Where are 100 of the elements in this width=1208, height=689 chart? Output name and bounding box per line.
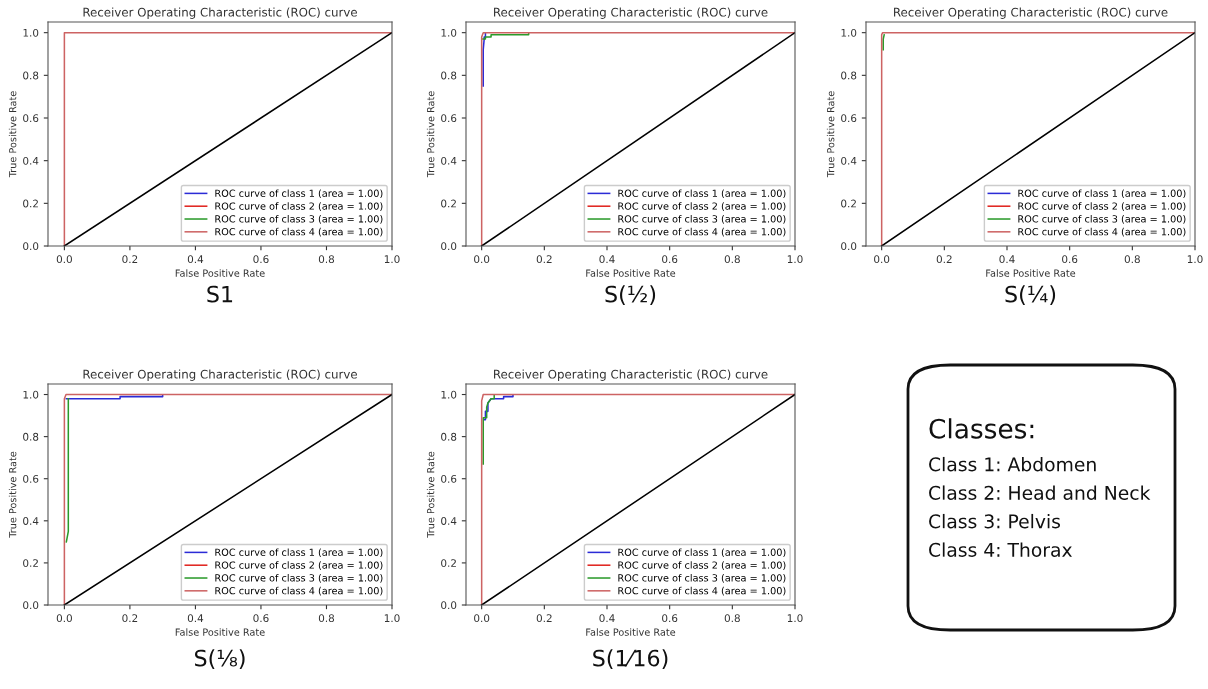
y-tick-label: 0.8 bbox=[441, 432, 457, 441]
legend-label: ROC curve of class 2 (area = 1.00) bbox=[215, 561, 383, 570]
x-tick-label: 1.0 bbox=[384, 614, 400, 623]
line-series bbox=[482, 31, 487, 87]
x-tick-label: 1.0 bbox=[787, 614, 803, 623]
y-tick-label: 0.2 bbox=[441, 559, 456, 568]
legend-label: ROC curve of class 3 (area = 1.00) bbox=[618, 215, 786, 224]
x-tick-label: 0.2 bbox=[536, 255, 552, 264]
text: Class 1: Abdomen bbox=[929, 456, 1096, 472]
chart-title: Receiver Operating Characteristic (ROC) curve bbox=[494, 7, 768, 19]
text: Class 4: Thorax bbox=[929, 542, 1072, 557]
legend-label: ROC curve of class 4 (area = 1.00) bbox=[1018, 227, 1186, 237]
x-tick-label: 0.0 bbox=[56, 255, 72, 264]
y-tick-label: 0.8 bbox=[841, 71, 857, 80]
y-tick-label: 0.2 bbox=[23, 559, 38, 568]
x-axis-title: False Positive Rate bbox=[175, 269, 265, 277]
y-tick-label: 0.0 bbox=[23, 242, 39, 251]
line-series bbox=[482, 394, 495, 465]
legend-label: ROC curve of class 2 (area = 1.00) bbox=[215, 202, 383, 211]
legend-label: ROC curve of class 1 (area = 1.00) bbox=[618, 548, 786, 558]
y-tick-label: 0.8 bbox=[23, 71, 39, 80]
x-tick-label: 0.6 bbox=[1062, 255, 1078, 264]
x-tick-label: 0.2 bbox=[122, 614, 138, 623]
x-tick-label: 0.2 bbox=[122, 255, 138, 264]
chart-title: Receiver Operating Characteristic (ROC) curve bbox=[83, 7, 357, 19]
y-tick-label: 0.6 bbox=[441, 114, 457, 123]
x-tick-label: 0.2 bbox=[536, 614, 552, 623]
y-tick-label: 1.0 bbox=[441, 390, 457, 399]
x-tick-label: 1.0 bbox=[1187, 255, 1203, 264]
y-axis-title: True Positive Rate bbox=[8, 91, 17, 178]
text: Class 2: Head and Neck bbox=[929, 485, 1151, 500]
x-tick-label: 0.8 bbox=[318, 614, 335, 623]
text: S(1⁄16) bbox=[593, 649, 668, 670]
x-tick-label: 0.4 bbox=[599, 614, 615, 623]
x-axis-title: False Positive Rate bbox=[586, 628, 676, 636]
legend-label: ROC curve of class 2 (area = 1.00) bbox=[618, 202, 786, 211]
x-tick-label: 0.0 bbox=[474, 614, 490, 623]
y-tick-label: 0.4 bbox=[23, 517, 39, 525]
y-tick-label: 0.0 bbox=[841, 242, 857, 251]
x-tick-label: 0.4 bbox=[599, 255, 615, 264]
y-tick-label: 1.0 bbox=[23, 28, 39, 37]
y-tick-label: 0.0 bbox=[23, 601, 39, 610]
x-tick-label: 0.2 bbox=[936, 255, 952, 264]
y-tick-label: 0.8 bbox=[23, 432, 39, 441]
chart-title: Receiver Operating Characteristic (ROC) curve bbox=[83, 369, 357, 381]
y-tick-label: 0.2 bbox=[23, 199, 38, 208]
text: S(½) bbox=[605, 285, 656, 306]
y-tick-label: 0.6 bbox=[23, 114, 39, 123]
x-axis-title: False Positive Rate bbox=[586, 269, 676, 277]
x-tick-label: 0.8 bbox=[1124, 255, 1140, 264]
y-tick-label: 0.6 bbox=[441, 474, 457, 483]
x-tick-label: 0.6 bbox=[253, 614, 269, 623]
y-tick-label: 1.0 bbox=[23, 390, 39, 399]
x-axis-title: False Positive Rate bbox=[986, 269, 1076, 277]
y-tick-label: 0.0 bbox=[441, 242, 457, 251]
x-tick-label: 0.4 bbox=[187, 255, 204, 264]
text: S(⅛) bbox=[194, 649, 245, 670]
y-tick-label: 0.4 bbox=[23, 156, 39, 165]
text: S1 bbox=[207, 285, 233, 303]
y-tick-label: 0.8 bbox=[441, 71, 457, 80]
legend-label: ROC curve of class 4 (area = 1.00) bbox=[618, 227, 786, 237]
legend-label: ROC curve of class 3 (area = 1.00) bbox=[618, 574, 786, 583]
x-tick-label: 0.4 bbox=[187, 614, 204, 623]
x-tick-label: 0.6 bbox=[662, 255, 678, 264]
x-tick-label: 0.8 bbox=[318, 255, 335, 264]
text: Class 3: Pelvis bbox=[929, 513, 1061, 529]
y-tick-label: 0.6 bbox=[841, 114, 857, 123]
legend-label: ROC curve of class 1 (area = 1.00) bbox=[1018, 189, 1186, 199]
x-tick-label: 0.4 bbox=[999, 255, 1015, 264]
x-tick-label: 0.0 bbox=[874, 255, 890, 264]
legend-label: ROC curve of class 1 (area = 1.00) bbox=[215, 189, 383, 199]
y-tick-label: 0.2 bbox=[841, 199, 856, 208]
x-tick-label: 1.0 bbox=[787, 255, 803, 264]
chart-title: Receiver Operating Characteristic (ROC) curve bbox=[894, 7, 1168, 19]
chart-title: Receiver Operating Characteristic (ROC) curve bbox=[494, 369, 768, 381]
y-axis-title: True Positive Rate bbox=[426, 91, 435, 178]
legend-label: ROC curve of class 4 (area = 1.00) bbox=[618, 586, 786, 596]
legend-label: ROC curve of class 1 (area = 1.00) bbox=[215, 548, 383, 558]
text: Classes: bbox=[929, 418, 1034, 439]
y-tick-label: 0.4 bbox=[441, 156, 457, 165]
y-axis-title: True Positive Rate bbox=[826, 91, 835, 178]
x-tick-label: 0.0 bbox=[474, 255, 490, 264]
x-tick-label: 0.8 bbox=[724, 614, 740, 623]
y-axis-title: True Positive Rate bbox=[8, 451, 17, 538]
y-tick-label: 1.0 bbox=[841, 28, 857, 37]
legend-label: ROC curve of class 3 (area = 1.00) bbox=[215, 574, 383, 583]
legend-label: ROC curve of class 1 (area = 1.00) bbox=[618, 189, 786, 199]
line-series bbox=[482, 31, 530, 40]
y-tick-label: 1.0 bbox=[441, 28, 457, 37]
legend-label: ROC curve of class 4 (area = 1.00) bbox=[215, 227, 383, 237]
y-tick-label: 0.4 bbox=[841, 156, 857, 165]
x-tick-label: 0.0 bbox=[56, 614, 72, 623]
x-tick-label: 0.6 bbox=[253, 255, 269, 264]
y-tick-label: 0.6 bbox=[23, 474, 39, 483]
y-axis-title: True Positive Rate bbox=[426, 451, 435, 538]
legend-label: ROC curve of class 2 (area = 1.00) bbox=[618, 561, 786, 570]
legend-label: ROC curve of class 4 (area = 1.00) bbox=[215, 586, 383, 596]
y-tick-label: 0.0 bbox=[441, 601, 457, 610]
legend-label: ROC curve of class 2 (area = 1.00) bbox=[1018, 202, 1186, 211]
y-tick-label: 0.2 bbox=[441, 199, 456, 208]
